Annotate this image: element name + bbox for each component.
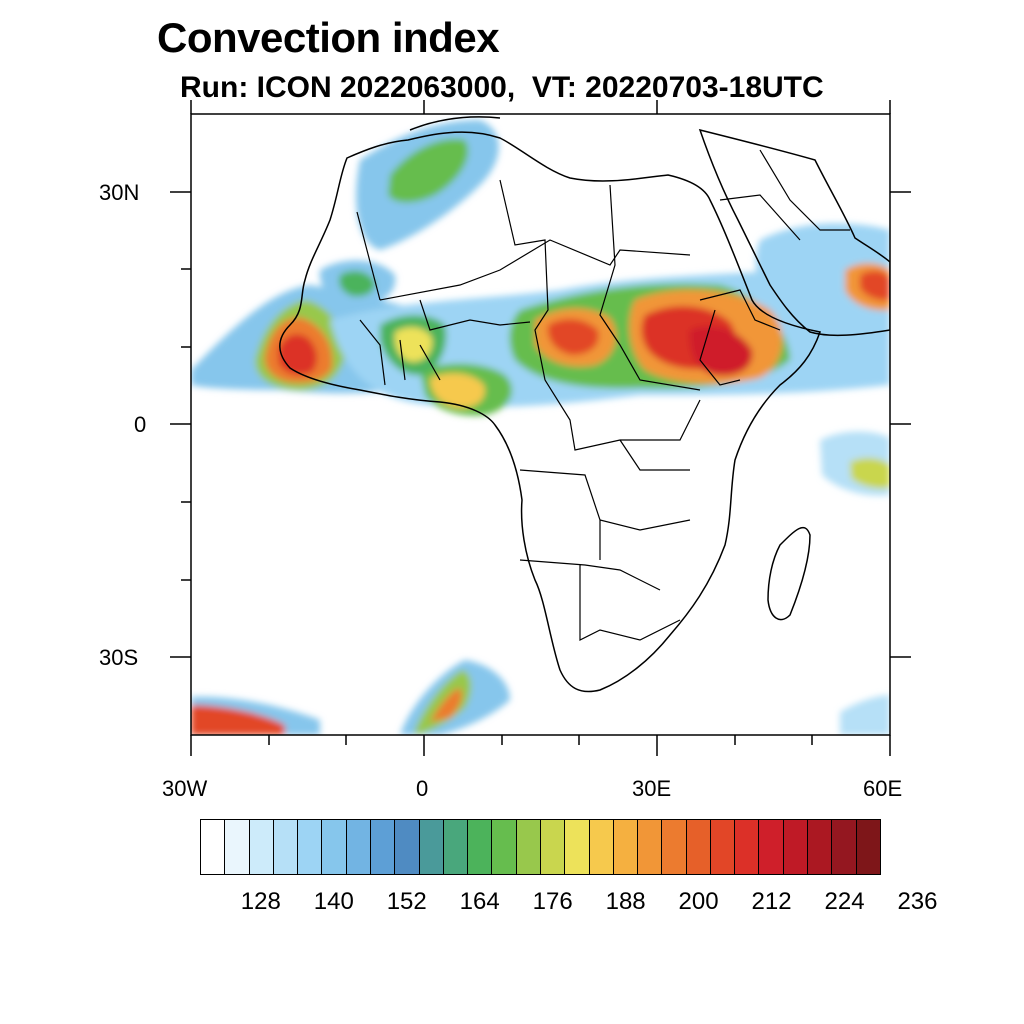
colorbar-swatch: [370, 820, 396, 874]
x-tick-label: 0: [416, 776, 429, 801]
colorbar-swatch: [273, 820, 299, 874]
colorbar-swatch: [783, 820, 809, 874]
colorbar-swatch: [686, 820, 711, 874]
map-subtitle: Run: ICON 2022063000, VT: 20220703-18UTC: [180, 71, 824, 104]
colorbar: [200, 819, 881, 875]
colorbar-swatch: [662, 820, 687, 874]
colorbar-swatch: [759, 820, 784, 874]
x-tick-label: 60E: [863, 776, 903, 801]
colorbar-swatch: [492, 820, 517, 874]
colorbar-swatch: [565, 820, 590, 874]
chad-peak: [547, 318, 599, 355]
colorbar-swatch: [638, 820, 663, 874]
colorbar-tick-label: 212: [751, 888, 792, 915]
country-borders: [356, 149, 850, 641]
border-line: [519, 469, 691, 641]
arabia-coastline: [698, 128, 890, 337]
indian-ocean-core: [850, 458, 890, 489]
colorbar-swatch: [346, 820, 371, 874]
colorbar-swatch: [419, 820, 444, 874]
index-shading: [191, 120, 890, 735]
madagascar-coastline: [767, 526, 811, 621]
border-line: [544, 379, 701, 471]
colorbar-swatch: [395, 820, 420, 874]
colorbar-tick-label: 224: [824, 888, 865, 915]
colorbar-tick-label: 236: [897, 888, 938, 915]
mediterranean-coast: [409, 116, 501, 131]
colorbar-swatch: [735, 820, 760, 874]
border-line: [359, 319, 441, 386]
colorbar-swatch: [298, 820, 323, 874]
colorbar-tick-label: 200: [678, 888, 719, 915]
colorbar-tick-label: 152: [386, 888, 427, 915]
colorbar-swatch: [225, 820, 250, 874]
algeria-green: [388, 139, 469, 203]
africa-coastline: [279, 131, 821, 693]
colorbar-swatch: [613, 820, 639, 874]
border-line: [719, 149, 850, 241]
colorbar-swatch: [808, 820, 833, 874]
colorbar-swatch: [832, 820, 857, 874]
colorbar-tick-label: 140: [313, 888, 354, 915]
colorbar-swatch: [856, 820, 880, 874]
mauritania-core: [339, 270, 376, 297]
axis-ticks: [170, 100, 911, 756]
ethiopia-peak: [689, 326, 753, 376]
colorbar-swatch: [249, 820, 274, 874]
border-line: [499, 179, 549, 381]
border-line: [699, 289, 781, 386]
south-atlantic-west-core: [191, 705, 285, 735]
coastlines: [279, 116, 890, 693]
border-line: [599, 184, 701, 391]
oman-peak: [860, 270, 890, 301]
colorbar-swatch: [322, 820, 347, 874]
colorbar-tick-label: 128: [240, 888, 281, 915]
colorbar-tick-label: 176: [532, 888, 573, 915]
colorbar-swatch: [468, 820, 493, 874]
south-indian-band: [840, 695, 890, 735]
colorbar-tick-label: 164: [459, 888, 500, 915]
colorbar-swatch: [516, 820, 541, 874]
colorbar-swatch: [540, 820, 566, 874]
map-title: Convection index: [157, 14, 500, 61]
plot-frame: [190, 113, 891, 736]
y-tick-label: 30N: [99, 180, 140, 205]
colorbar-swatch: [201, 820, 226, 874]
colorbar-swatch: [710, 820, 736, 874]
colorbar-swatch: [443, 820, 469, 874]
nigeria-core: [394, 327, 433, 362]
y-tick-label: 0: [134, 412, 147, 437]
x-tick-label: 30W: [162, 776, 208, 801]
border-line: [356, 211, 691, 301]
convection-field: [191, 120, 890, 735]
colorbar-swatch: [589, 820, 614, 874]
y-tick-label: 30S: [99, 645, 139, 670]
colorbar-tick-label: 188: [605, 888, 646, 915]
guinea-gulf-core: [430, 373, 485, 408]
border-line: [419, 299, 531, 331]
south-atlantic-east-peak: [430, 688, 462, 722]
x-tick-label: 30E: [632, 776, 672, 801]
